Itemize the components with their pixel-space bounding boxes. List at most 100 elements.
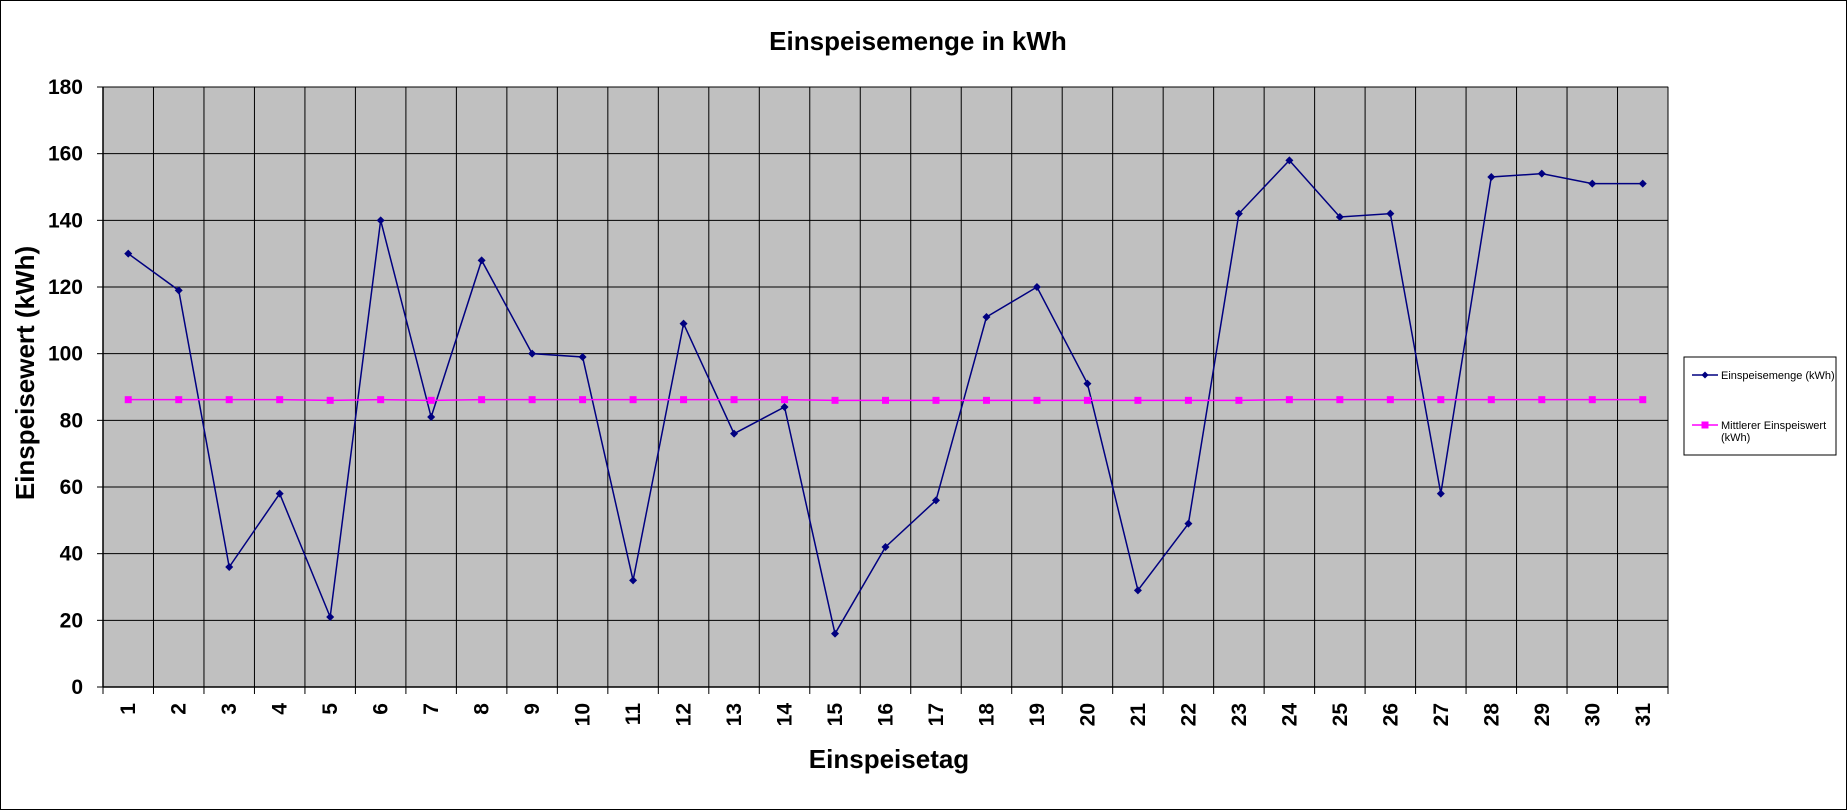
y-tick-label: 100 — [48, 343, 83, 366]
x-tick-label: 26 — [1379, 703, 1402, 726]
data-point — [225, 396, 233, 404]
legend: Einspeisemenge (kWh) Mittlerer Einspeiswe… — [1683, 356, 1837, 456]
data-point — [528, 349, 537, 358]
x-tick-label: 28 — [1480, 703, 1503, 727]
x-tick-label: 27 — [1430, 703, 1453, 726]
legend-label: Einspeisemenge (kWh) — [1721, 370, 1835, 382]
data-point — [629, 576, 638, 585]
data-point — [1235, 396, 1243, 404]
data-point — [1437, 396, 1445, 404]
x-axis-title: Einspeisetag — [809, 744, 969, 774]
x-tick-label: 18 — [975, 703, 998, 727]
x-tick-label: 5 — [319, 703, 342, 715]
data-point — [1638, 179, 1647, 188]
y-tick-label: 160 — [48, 143, 83, 166]
x-tick-label: 14 — [774, 703, 797, 727]
x-tick-label: 30 — [1581, 703, 1604, 726]
data-point — [1639, 396, 1647, 404]
data-point — [932, 396, 940, 404]
x-tick-label: 25 — [1329, 703, 1352, 727]
data-point — [1083, 396, 1091, 404]
data-point — [1285, 396, 1293, 404]
data-point — [124, 249, 133, 258]
plot-background — [102, 86, 1669, 688]
chart-title: Einspeisemenge in kWh — [769, 26, 1067, 56]
y-tick-label: 60 — [60, 476, 83, 499]
data-point — [1336, 396, 1344, 404]
data-point — [1032, 283, 1041, 291]
x-tick-label: 20 — [1076, 703, 1099, 726]
x-tick-label: 4 — [269, 703, 292, 715]
x-tick-label: 7 — [420, 703, 443, 715]
data-point — [1436, 489, 1445, 498]
data-point — [730, 396, 738, 404]
x-tick-label: 16 — [875, 703, 898, 726]
data-point — [477, 256, 486, 265]
data-point — [680, 396, 688, 404]
data-point — [781, 396, 789, 404]
data-point — [1083, 379, 1092, 388]
legend-box — [1683, 356, 1837, 456]
data-point — [982, 313, 991, 321]
data-point — [1335, 213, 1344, 221]
x-tick-label: 23 — [1228, 703, 1251, 726]
data-point — [275, 489, 284, 498]
x-tick-label: 12 — [673, 703, 696, 726]
data-point — [1184, 519, 1193, 528]
y-tick-label: 180 — [48, 76, 83, 99]
data-point — [174, 286, 183, 295]
data-point — [1285, 156, 1294, 165]
data-point — [629, 396, 637, 404]
legend-swatch-marker — [1701, 371, 1709, 379]
x-tick-label: 1 — [117, 703, 140, 715]
data-point — [730, 429, 739, 438]
x-tick-label: 11 — [622, 703, 645, 726]
data-point — [427, 413, 436, 421]
data-point — [276, 396, 284, 404]
data-point — [1537, 169, 1546, 178]
x-tick-label: 2 — [168, 703, 191, 715]
data-point — [578, 353, 587, 361]
x-tick-label: 22 — [1177, 703, 1200, 726]
data-point — [326, 396, 334, 404]
data-point — [1386, 209, 1395, 218]
data-point — [881, 543, 890, 551]
data-point — [427, 396, 435, 404]
legend-label: Mittlerer Einspeiswert — [1721, 420, 1826, 432]
data-point — [931, 496, 940, 505]
x-tick-label: 17 — [925, 703, 948, 726]
data-point — [1538, 396, 1546, 404]
data-point — [831, 629, 840, 638]
y-tick-label: 0 — [71, 676, 83, 699]
data-point — [1033, 396, 1041, 404]
data-point — [124, 396, 132, 404]
y-tick-label: 80 — [60, 409, 83, 432]
x-tick-label: 8 — [471, 703, 494, 715]
y-axis-title: Einspeisewert (kWh) — [10, 246, 40, 500]
y-tick-label: 120 — [48, 276, 83, 299]
data-point — [478, 396, 486, 404]
x-tick-label: 19 — [1026, 703, 1049, 726]
x-tick-label: 24 — [1278, 703, 1301, 727]
data-point — [175, 396, 183, 404]
data-point — [1234, 209, 1243, 218]
data-point — [1487, 396, 1495, 404]
data-point — [679, 319, 688, 328]
data-point — [1487, 173, 1496, 181]
data-point — [831, 396, 839, 404]
y-tick-label: 40 — [60, 543, 83, 566]
data-point — [528, 396, 536, 404]
data-point — [377, 396, 385, 404]
legend-swatch-marker — [1701, 421, 1709, 429]
x-tick-label: 31 — [1632, 703, 1655, 727]
y-tick-label: 140 — [48, 209, 83, 232]
x-tick-label: 13 — [723, 703, 746, 726]
x-tick-label: 9 — [521, 703, 544, 715]
data-point — [376, 216, 385, 225]
x-tick-label: 21 — [1127, 703, 1150, 727]
data-point — [780, 403, 789, 411]
data-point — [326, 613, 335, 621]
x-tick-label: 15 — [824, 703, 847, 727]
